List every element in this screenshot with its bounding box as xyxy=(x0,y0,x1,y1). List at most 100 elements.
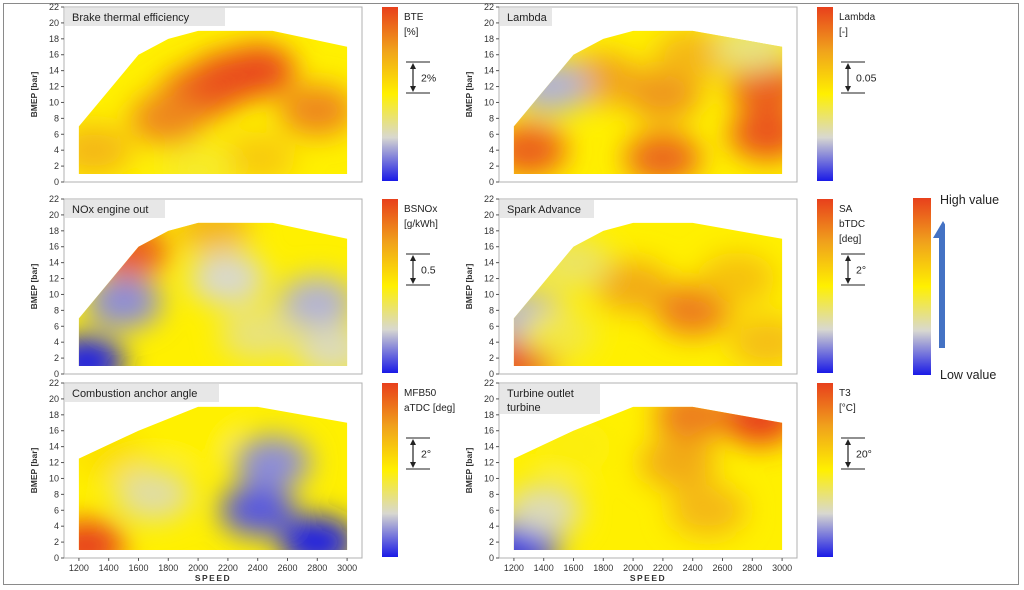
heat-region xyxy=(699,252,776,305)
panel-title-box xyxy=(65,384,219,402)
y-tick-label: 18 xyxy=(49,34,59,44)
y-tick-label: 0 xyxy=(489,553,494,563)
y-tick-label: 4 xyxy=(489,145,494,155)
heat-region xyxy=(624,68,701,121)
heat-region xyxy=(130,92,207,145)
y-tick-label: 16 xyxy=(49,242,59,252)
heat-region xyxy=(729,108,783,161)
heat-region xyxy=(639,436,716,489)
y-tick-label: 2 xyxy=(489,161,494,171)
colorbar-1: 2% xyxy=(382,7,436,181)
x-tick-label: 2000 xyxy=(623,563,643,573)
scale-step-label: 0.5 xyxy=(421,265,436,277)
y-tick-label: 16 xyxy=(484,50,494,60)
x-tick-label: 2200 xyxy=(653,563,673,573)
heat-region xyxy=(729,316,783,367)
y-tick-label: 8 xyxy=(54,305,59,315)
x-tick-label: 3000 xyxy=(337,563,357,573)
heat-region xyxy=(654,406,731,441)
y-tick-label: 0 xyxy=(489,177,494,187)
legend-high-label: High value xyxy=(940,193,1000,207)
heat-region xyxy=(624,132,701,175)
y-tick-label: 18 xyxy=(484,34,494,44)
x-tick-label: 2400 xyxy=(683,563,703,573)
y-tick-label: 2 xyxy=(489,537,494,547)
panel-title-box xyxy=(500,8,552,26)
heatmap-panel-3: 0 2 4 6 8 10 12 14 16 18 20 22 BMEP [bar] NOx engine … xyxy=(29,194,363,379)
colorbar-3: 0.5 xyxy=(382,199,436,373)
y-tick-label: 8 xyxy=(489,489,494,499)
y-tick-label: 8 xyxy=(489,113,494,123)
y-axis-label: BMEP [bar] xyxy=(29,264,39,310)
colorbar-5: 2° xyxy=(382,383,431,557)
y-tick-label: 20 xyxy=(49,18,59,28)
y-tick-label: 12 xyxy=(49,458,59,468)
y-tick-label: 22 xyxy=(49,2,59,12)
y-tick-label: 6 xyxy=(489,505,494,515)
y-tick-label: 0 xyxy=(54,369,59,379)
heat-region xyxy=(234,436,311,489)
heat-region xyxy=(279,84,348,137)
panel-title-box xyxy=(500,384,600,414)
y-tick-label: 18 xyxy=(484,410,494,420)
y-tick-label: 6 xyxy=(54,321,59,331)
heat-region xyxy=(78,336,125,367)
figure-frame xyxy=(3,3,1019,585)
y-tick-label: 16 xyxy=(49,426,59,436)
panel-title: Combustion anchor angle xyxy=(72,388,197,400)
y-axis-label: BMEP [bar] xyxy=(464,264,474,310)
y-tick-label: 8 xyxy=(489,305,494,315)
x-tick-label: 2600 xyxy=(277,563,297,573)
heatmap-panel-1: 0 2 4 6 8 10 12 14 16 18 20 22 BMEP [bar] Brake therm… xyxy=(29,2,363,187)
panel-title: Lambda xyxy=(507,12,548,24)
legend-gradient-bar xyxy=(913,198,945,375)
x-tick-label: 1400 xyxy=(99,563,119,573)
panel-title: turbine xyxy=(507,402,541,414)
y-tick-label: 22 xyxy=(484,378,494,388)
y-tick-label: 12 xyxy=(49,82,59,92)
y-tick-label: 20 xyxy=(49,210,59,220)
x-tick-label: 2600 xyxy=(712,563,732,573)
x-tick-label: 2000 xyxy=(188,563,208,573)
y-tick-label: 14 xyxy=(484,66,494,76)
heatmap-panel-4: 0 2 4 6 8 10 12 14 16 18 20 22 BMEP [bar] Spark Advan… xyxy=(464,194,798,379)
x-tick-label: 2200 xyxy=(218,563,238,573)
heat-region xyxy=(78,520,125,551)
x-tick-label: 3000 xyxy=(772,563,792,573)
colorbar-gradient xyxy=(817,199,833,373)
colorbar-6: 20° xyxy=(817,383,872,557)
y-tick-label: 18 xyxy=(484,226,494,236)
up-arrow-icon xyxy=(933,221,945,348)
heat-region xyxy=(115,468,192,521)
y-tick-label: 22 xyxy=(49,378,59,388)
heatmap-panel-2: 0 2 4 6 8 10 12 14 16 18 20 22 BMEP [bar] Lambda xyxy=(464,2,798,187)
heat-region xyxy=(729,60,783,113)
y-tick-label: 4 xyxy=(54,145,59,155)
heat-region xyxy=(513,124,567,175)
heat-region xyxy=(85,276,162,329)
y-tick-label: 4 xyxy=(489,337,494,347)
y-tick-label: 2 xyxy=(54,161,59,171)
y-tick-label: 0 xyxy=(54,177,59,187)
y-tick-label: 18 xyxy=(49,410,59,420)
y-tick-label: 22 xyxy=(484,2,494,12)
y-tick-label: 22 xyxy=(484,194,494,204)
y-tick-label: 16 xyxy=(484,426,494,436)
y-tick-label: 22 xyxy=(49,194,59,204)
colorbar-gradient xyxy=(817,7,833,181)
colorbar-label: MFB50 aTDC [deg] xyxy=(404,388,456,414)
y-axis-label: BMEP [bar] xyxy=(464,72,474,118)
x-tick-label: 1800 xyxy=(593,563,613,573)
y-tick-label: 20 xyxy=(484,394,494,404)
colorbar-label: SA bTDC [deg] xyxy=(839,204,866,245)
legend-gradient xyxy=(913,198,931,375)
y-tick-label: 2 xyxy=(54,537,59,547)
y-tick-label: 18 xyxy=(49,226,59,236)
y-tick-label: 0 xyxy=(489,369,494,379)
scale-step-label: 0.05 xyxy=(856,73,877,85)
y-tick-label: 4 xyxy=(54,337,59,347)
y-tick-label: 6 xyxy=(54,505,59,515)
heat-region xyxy=(189,252,266,305)
legend-low-label: Low value xyxy=(940,368,997,382)
colorbar-gradient xyxy=(382,383,398,557)
